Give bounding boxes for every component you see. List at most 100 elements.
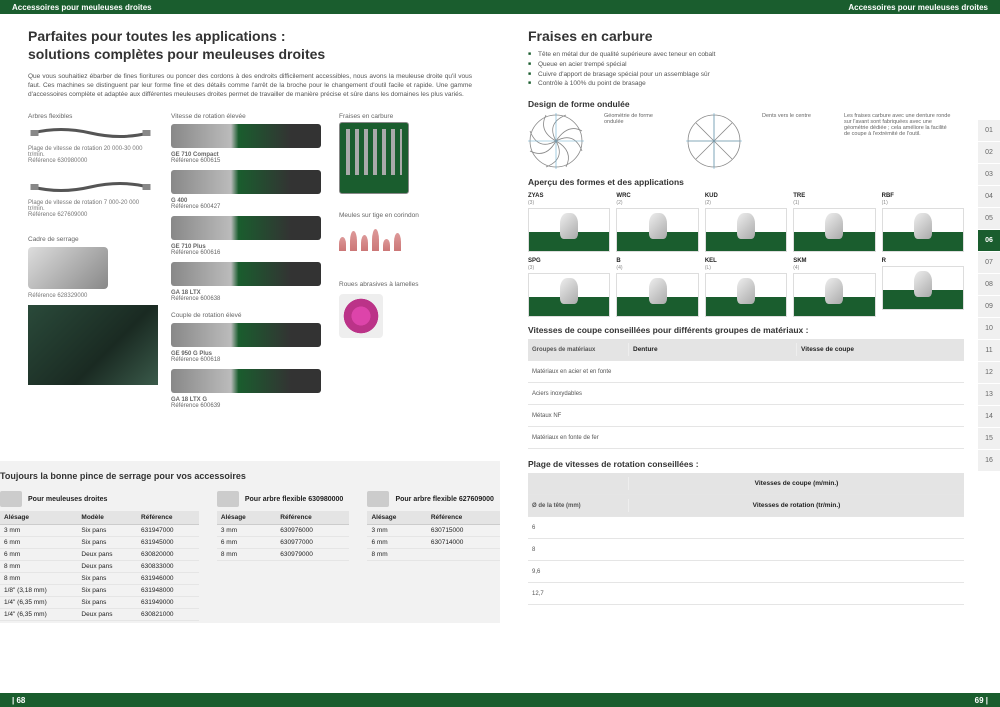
shape-R: R — [882, 258, 964, 317]
grinder-img — [171, 323, 321, 347]
section-tab-16[interactable]: 16 — [978, 450, 1000, 472]
shapes-row-2: SPG(3)B(4)KEL(L)SKM(4)R — [528, 258, 964, 317]
side-tabs: 01020304050607080910111213141516 — [978, 120, 1000, 472]
label-rpm-high: Vitesse de rotation élevée — [171, 113, 321, 120]
section-tab-02[interactable]: 02 — [978, 142, 1000, 164]
collet-h2: Pour arbre flexible 630980000 — [245, 496, 343, 503]
grinder-img — [171, 262, 321, 286]
label-fraises: Fraises en carbure — [339, 113, 449, 120]
collet-icon — [367, 491, 389, 507]
clamp-ref: Référence 628329000 — [28, 293, 153, 299]
shape-KUD: KUD(2) — [705, 193, 787, 252]
shape-KEL: KEL(L) — [705, 258, 787, 317]
section-tab-13[interactable]: 13 — [978, 384, 1000, 406]
swirl-1-label: Géométrie de forme ondulée — [604, 113, 666, 125]
grinder-label: GE 710 CompactRéférence 600615 — [171, 152, 321, 164]
swirl-2-label: Dents vers le centre — [762, 113, 824, 119]
speed-head-1: Vitesses de coupe (m/min.) — [528, 473, 964, 495]
shape-ZYAS: ZYAS(3) — [528, 193, 610, 252]
grinder-img — [171, 216, 321, 240]
diameter-row: 8 — [528, 539, 964, 561]
section-tab-14[interactable]: 14 — [978, 406, 1000, 428]
section-tab-04[interactable]: 04 — [978, 186, 1000, 208]
section-tab-10[interactable]: 10 — [978, 318, 1000, 340]
shape-B: B(4) — [616, 258, 698, 317]
label-roues: Roues abrasives à lamelles — [339, 281, 449, 288]
collet-icon — [0, 491, 22, 507]
swirl-2 — [686, 113, 742, 169]
formes-title: Aperçu des formes et des applications — [528, 177, 964, 187]
shape-WRC: WRC(2) — [616, 193, 698, 252]
grinder-label: GA 18 LTX GRéférence 600639 — [171, 397, 321, 409]
section-tab-15[interactable]: 15 — [978, 428, 1000, 450]
section-tab-06[interactable]: 06 — [978, 230, 1000, 252]
bits-box-img — [339, 122, 409, 194]
grinder-label: GA 18 LTXRéférence 600638 — [171, 290, 321, 302]
grinder-img — [171, 369, 321, 393]
intro-text: Que vous souhaitiez ébarber de fines fio… — [28, 72, 472, 99]
collet-h3: Pour arbre flexible 627609000 — [395, 496, 493, 503]
label-clamp: Cadre de serrage — [28, 236, 153, 243]
footer-left: | 68 — [0, 693, 500, 707]
shape-SPG: SPG(3) — [528, 258, 610, 317]
pins-img — [339, 225, 449, 251]
section-tab-01[interactable]: 01 — [978, 120, 1000, 142]
speed-head-2: Ø de la tête (mm)Vitesses de rotation (t… — [528, 495, 964, 517]
shape-RBF: RBF(1) — [882, 193, 964, 252]
shape-SKM: SKM(4) — [793, 258, 875, 317]
design-note: Les fraises carbure avec une denture ron… — [844, 113, 954, 137]
section-tab-03[interactable]: 03 — [978, 164, 1000, 186]
section-tab-12[interactable]: 12 — [978, 362, 1000, 384]
shapes-row-1: ZYAS(3)WRC(2)KUD(2)TRE(1)RBF(1) — [528, 193, 964, 252]
swirl-1 — [528, 113, 584, 169]
page-title-b: solutions complètes pour meuleuses droit… — [28, 46, 472, 62]
shaft-ref-1: Plage de vitesse de rotation 20 000-30 0… — [28, 146, 153, 164]
material-row: Matériaux en acier et en fonte — [528, 361, 964, 383]
label-meules: Meules sur tige en corindon — [339, 212, 449, 219]
collet-table-3: AlésageRéférence3 mm6307150006 mm6307140… — [367, 511, 500, 561]
bullet: Contrôle à 100% du point de brasage — [528, 79, 964, 89]
worker-photo — [28, 305, 158, 385]
flap-wheel-img — [339, 294, 383, 338]
grinder-img — [171, 124, 321, 148]
clamp-img — [28, 247, 108, 289]
page-title-r: Fraises en carbure — [528, 28, 964, 44]
vcoupe-title: Vitesses de coupe conseillées pour diffé… — [528, 325, 964, 335]
shaft-ref-2: Plage de vitesse de rotation 7 000-20 00… — [28, 200, 153, 218]
collet-h1: Pour meuleuses droites — [28, 496, 107, 503]
grinder-img — [171, 170, 321, 194]
shaft-img-1 — [28, 124, 153, 142]
section-tab-05[interactable]: 05 — [978, 208, 1000, 230]
header-right: Accessoires pour meuleuses droites — [500, 0, 1000, 14]
diameter-row: 6 — [528, 517, 964, 539]
header-title: Accessoires pour meuleuses droites — [848, 3, 988, 12]
feature-bullets: Tête en métal dur de qualité supérieure … — [528, 50, 964, 89]
section-tab-09[interactable]: 09 — [978, 296, 1000, 318]
collet-table-1: AlésageModèleRéférence3 mmSix pans631947… — [0, 511, 199, 621]
bullet: Tête en métal dur de qualité supérieure … — [528, 50, 964, 60]
header-left: Accessoires pour meuleuses droites — [0, 0, 500, 14]
shape-TRE: TRE(1) — [793, 193, 875, 252]
label-arbres: Arbres flexibles — [28, 113, 153, 120]
vrot-title: Plage de vitesses de rotation conseillée… — [528, 459, 964, 469]
mat-head: Groupes de matériaux Denture Vitesse de … — [528, 339, 964, 361]
footer-right: 69 | — [500, 693, 1000, 707]
section-tab-11[interactable]: 11 — [978, 340, 1000, 362]
collet-icon — [217, 491, 239, 507]
material-row: Aciers inoxydables — [528, 383, 964, 405]
section-tab-08[interactable]: 08 — [978, 274, 1000, 296]
collet-table-2: AlésageRéférence3 mm6309760006 mm6309770… — [217, 511, 350, 561]
diameter-row: 9,6 — [528, 561, 964, 583]
page-69: Accessoires pour meuleuses droites Frais… — [500, 0, 1000, 707]
grinder-label: GE 710 PlusRéférence 600616 — [171, 244, 321, 256]
bullet: Cuivre d'apport de brasage spécial pour … — [528, 70, 964, 80]
design-title: Design de forme ondulée — [528, 99, 964, 109]
material-row: Matériaux en fonte de fer — [528, 427, 964, 449]
grinder-label: G 400Référence 600427 — [171, 198, 321, 210]
grinder-label: GE 950 G PlusRéférence 600618 — [171, 351, 321, 363]
page-title-a: Parfaites pour toutes les applications : — [28, 28, 472, 44]
material-row: Métaux NF — [528, 405, 964, 427]
collet-block: Toujours la bonne pince de serrage pour … — [0, 461, 528, 623]
section-tab-07[interactable]: 07 — [978, 252, 1000, 274]
bullet: Queue en acier trempé spécial — [528, 60, 964, 70]
